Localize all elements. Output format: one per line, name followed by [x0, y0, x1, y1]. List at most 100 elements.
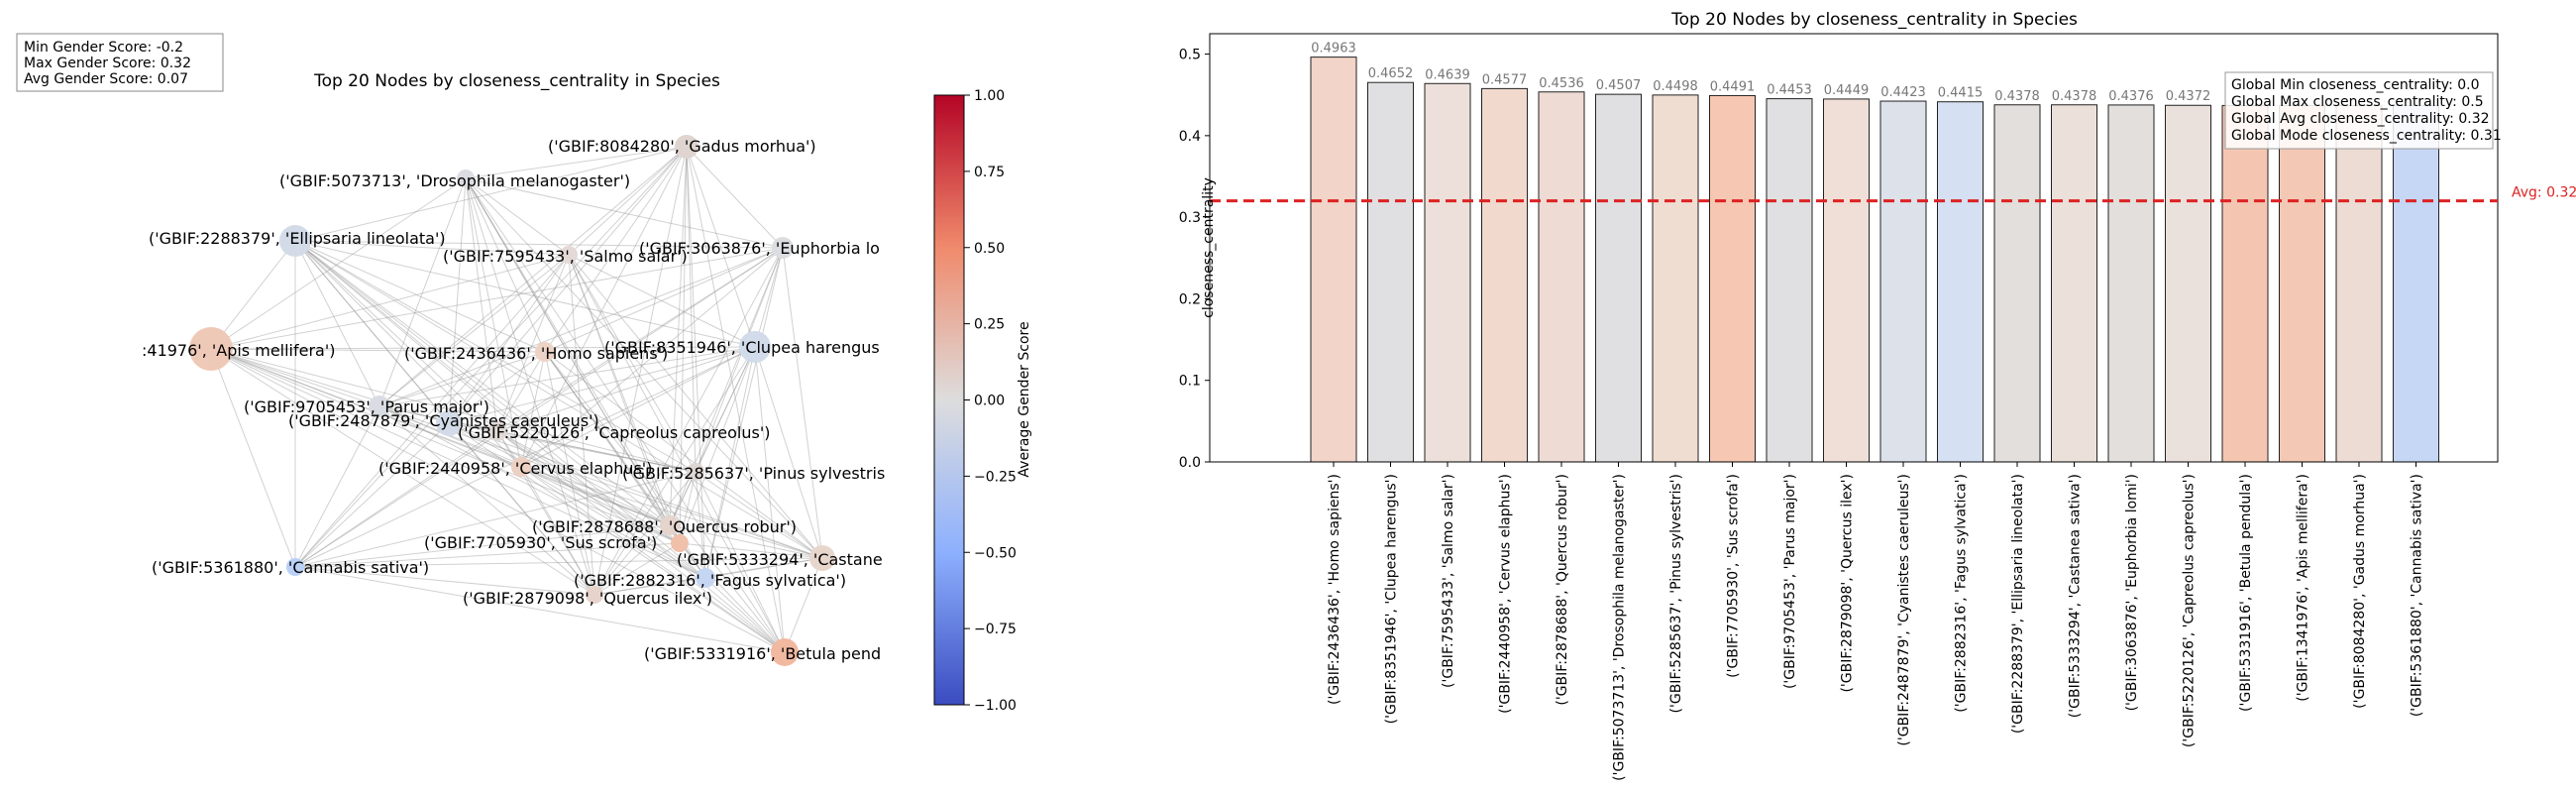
bar-value-label: 0.4963 — [1311, 42, 1356, 57]
network-edge — [210, 348, 595, 596]
network-edge — [294, 566, 786, 653]
network-edge — [686, 146, 784, 249]
y-axis-label: closeness_centrality — [1201, 177, 1217, 318]
stats-avg: Avg Gender Score: 0.07 — [24, 71, 188, 87]
colorbar-tick-label: −0.75 — [974, 622, 1017, 637]
network-edge — [210, 348, 522, 468]
network-edge — [465, 177, 706, 579]
network-edge — [210, 348, 786, 653]
network-node — [771, 638, 799, 666]
network-edge — [520, 466, 706, 579]
network-edge — [294, 240, 546, 353]
network-edge — [294, 346, 756, 568]
bar — [1481, 87, 1528, 463]
network-edge — [448, 422, 681, 544]
network-edge — [465, 177, 522, 468]
network-edge — [210, 254, 570, 350]
x-tick-label: ('GBIF:7595433', 'Salmo salar') — [1441, 474, 1456, 688]
network-graph: ('GBIF:8084280', 'Gadus morhua') ('GBIF:5… — [142, 135, 885, 666]
x-tick-label: ('GBIF:3063876', 'Euphorbia lomi') — [2124, 474, 2140, 711]
x-tick-label: ('GBIF:8084280', 'Gadus morhua') — [2352, 474, 2368, 709]
network-edge — [520, 466, 595, 596]
network-edge — [294, 566, 595, 596]
network-edge — [496, 430, 706, 579]
colorbar-tick-label: −0.25 — [974, 469, 1017, 485]
network-edge — [784, 557, 823, 653]
network-node — [660, 515, 680, 535]
network-edge — [465, 177, 546, 353]
bar-value-label: 0.4378 — [2052, 89, 2097, 104]
bar-value-label: 0.4577 — [1482, 72, 1528, 87]
network-edge — [210, 348, 296, 568]
bar-value-label: 0.4536 — [1539, 76, 1584, 91]
network-edge — [520, 466, 671, 526]
network-edge — [679, 542, 823, 559]
network-edge — [465, 177, 823, 559]
network-edge — [448, 422, 671, 526]
bar — [1652, 94, 1699, 463]
network-edge — [520, 247, 784, 468]
network-node-label: ('GBIF:8084280', 'Gadus morhua') — [548, 137, 816, 156]
network-edge — [210, 348, 681, 544]
network-edge — [568, 146, 688, 256]
network-edge — [568, 254, 671, 526]
network-edge — [294, 247, 784, 568]
network-edge — [378, 405, 522, 468]
network-node-label: ('GBIF:2879098', 'Quercus ilex') — [463, 589, 712, 608]
bar — [2107, 104, 2155, 463]
y-axis: 0.0 0.1 0.2 0.3 0.4 0.5 — [1179, 48, 1210, 471]
network-edge — [679, 146, 688, 544]
network-edge — [669, 146, 688, 526]
network-node-label: :41976', 'Apis mellifera') — [142, 341, 336, 360]
network-edge — [294, 422, 450, 568]
network-edge — [754, 346, 786, 653]
network-node — [535, 342, 555, 362]
network-edge — [520, 466, 823, 559]
network-node-label: ('GBIF:7705930', 'Sus scrofa') — [424, 533, 657, 552]
stats-max: Max Gender Score: 0.32 — [24, 56, 191, 71]
network-edge — [593, 247, 784, 596]
network-edge — [448, 146, 688, 424]
network-edges — [210, 146, 823, 653]
bar — [2221, 104, 2269, 463]
network-edge — [544, 247, 784, 353]
x-tick-label: ('GBIF:2487879', 'Cyanistes caeruleus') — [1896, 474, 1912, 746]
global-avg: Global Avg closeness_centrality: 0.32 — [2231, 111, 2490, 127]
network-edge — [669, 524, 823, 559]
stats-min: Min Gender Score: -0.2 — [24, 40, 183, 56]
network-edge — [704, 346, 756, 579]
network-edge — [448, 346, 756, 424]
network-edge — [378, 247, 784, 407]
network-edge — [568, 254, 681, 544]
network-edge — [669, 247, 784, 526]
network-edge — [496, 430, 681, 544]
x-axis: ('GBIF:2436436', 'Homo sapiens') ('GBIF:8… — [1327, 462, 2425, 781]
network-edge — [210, 348, 450, 424]
network-edge — [378, 405, 697, 473]
x-tick-label: ('GBIF:5331916', 'Betula pendula') — [2238, 474, 2254, 712]
network-edge — [686, 146, 756, 348]
network-edge — [465, 177, 570, 256]
network-edge — [686, 146, 706, 579]
global-mode: Global Mode closeness_centrality: 0.31 — [2231, 128, 2502, 144]
network-edge — [496, 430, 697, 473]
network-edge — [378, 351, 546, 407]
network-edge — [210, 240, 296, 350]
colorbar-tick-label: 1.00 — [974, 88, 1005, 104]
network-edge — [378, 405, 595, 596]
network-edge — [669, 346, 756, 526]
network-edge — [568, 254, 756, 348]
network-edge — [294, 146, 688, 568]
network-edge — [294, 240, 706, 579]
network-edge — [695, 471, 706, 579]
x-tick-label: ('GBIF:5285637', 'Pinus sylvestris') — [1668, 474, 1684, 713]
network-edge — [448, 422, 823, 559]
network-node-label: ('GBIF:2440958', 'Cervus elaphus') — [378, 459, 652, 478]
network-edge — [520, 466, 786, 653]
bar-chart-title: Top 20 Nodes by closeness_centrality in … — [1670, 10, 2078, 30]
bar-value-label: 0.4378 — [1994, 89, 2040, 104]
network-node-label: ('GBIF:2487879', 'Cyanistes caeruleus') — [288, 411, 599, 430]
network-edge — [695, 346, 756, 473]
network-edge — [496, 346, 756, 432]
network-edge — [544, 351, 786, 653]
